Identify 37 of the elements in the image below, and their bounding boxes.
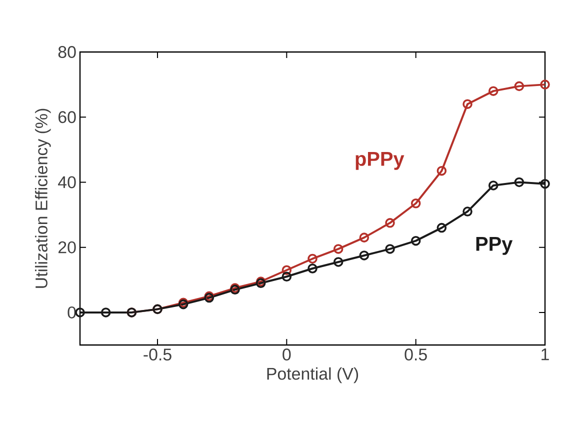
y-tick-label: 80 [58,46,76,58]
point [333,257,344,267]
y-tick-label: 20 [58,241,76,254]
x-axis-title: Potential (V) [267,367,358,384]
point [385,218,395,228]
point [436,166,447,176]
point [410,236,421,246]
point [359,250,370,260]
point [100,308,111,318]
point [308,254,318,264]
point [282,265,292,276]
point [75,308,85,318]
point [333,244,344,254]
point [282,272,292,282]
point [308,264,318,274]
y-tick-label: 0 [68,306,76,318]
y-tick-label: 60 [58,111,76,124]
series-label: pPPy [356,152,404,170]
point [540,80,550,90]
point [514,81,524,92]
y-tick-label: 40 [58,176,76,188]
point [540,178,550,189]
point [359,232,370,242]
point [488,86,498,96]
point [514,177,524,188]
point [462,206,472,216]
y-axis-title: Utilization Efficiency (%) [35,108,51,288]
series-label: PPy [476,237,513,255]
point [488,180,498,190]
point [436,222,447,233]
x-tick-label: 1 [542,348,549,360]
point [410,198,421,208]
point [462,99,472,109]
x-tick-label: 0.5 [404,348,427,361]
x-tick-label: 0 [282,348,291,361]
point [385,244,395,254]
x-tick-label: -0.5 [144,348,172,361]
